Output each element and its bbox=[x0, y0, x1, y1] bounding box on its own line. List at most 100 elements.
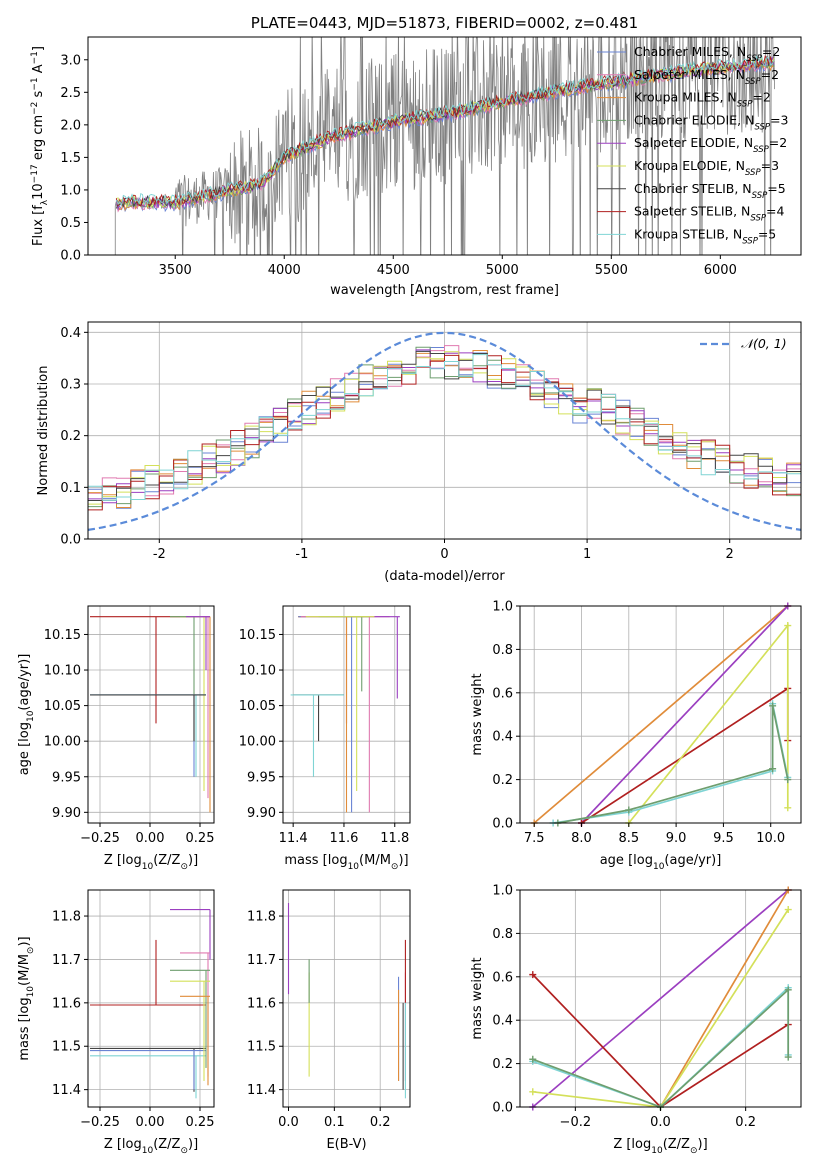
gridlines bbox=[88, 890, 214, 1107]
model-spectrum-kroupa_stelib bbox=[115, 54, 775, 207]
label-part: SSP bbox=[754, 122, 770, 132]
label-part: SSP bbox=[737, 100, 753, 110]
label-part: Chabrier STELIB, N bbox=[634, 181, 752, 196]
x-tick-label: 3500 bbox=[159, 263, 192, 278]
x-tick-label: 11.6 bbox=[329, 831, 358, 846]
weight-marker bbox=[769, 765, 777, 773]
label-part: Kroupa ELODIE, N bbox=[634, 158, 745, 173]
label-part: )] bbox=[698, 1137, 708, 1152]
y-tick-label: 0.8 bbox=[492, 927, 513, 942]
plot-frame bbox=[519, 889, 802, 1108]
xlabel-label: mass [log10(M/M⊙)] bbox=[284, 853, 408, 872]
x-axis-label: (data-model)/error bbox=[384, 569, 505, 584]
x-tick-label: 4000 bbox=[268, 263, 301, 278]
label-part: Salpeter MILES, N bbox=[634, 67, 745, 82]
y-tick-label: 2.0 bbox=[60, 118, 81, 133]
label-part: SSP bbox=[742, 236, 758, 246]
plot-area bbox=[88, 331, 801, 531]
y-tick-label: 0.0 bbox=[492, 1101, 513, 1116]
panel-spectrum: 3500 4000 4500 5000 5500 6000 0.0 0.5 1.0 1.5 2.0 2… bbox=[30, 14, 802, 298]
y-tick-label: 11.5 bbox=[247, 1040, 276, 1055]
x-tick-label: 7.5 bbox=[524, 831, 545, 846]
label-part: SSP bbox=[745, 168, 761, 178]
residual-histogram-salpeter_stelib bbox=[88, 354, 801, 511]
label-part: (Z/Z bbox=[153, 1137, 180, 1152]
weight-marker bbox=[784, 804, 792, 812]
y-tick-label: 11.6 bbox=[52, 996, 81, 1011]
y-tick-label: 9.95 bbox=[247, 770, 276, 785]
x-tick-label: 11.8 bbox=[380, 831, 409, 846]
panel-weight_vs_age: 7.5 8.0 8.5 9.0 9.5 10.0 0.0 0.2 0.4 0.6 0.8 1.0 age… bbox=[470, 600, 802, 872]
label-part: Chabrier ELODIE, N bbox=[634, 112, 754, 127]
xlabel-label: age [log10(age/yr)] bbox=[600, 853, 722, 872]
weight-marker bbox=[769, 702, 777, 710]
y-tick-label: 11.4 bbox=[52, 1083, 81, 1098]
label-part: s bbox=[31, 90, 46, 101]
weight-marker bbox=[784, 986, 792, 994]
panel-weight_vs_Z: −0.2 0.0 0.2 0.0 0.2 0.4 0.6 0.8 1.0 Z [log10(Z/Z… bbox=[470, 884, 802, 1156]
label-part: =2 bbox=[761, 67, 779, 82]
label-part: (M/M bbox=[17, 954, 32, 986]
x-tick-label: 5000 bbox=[486, 263, 519, 278]
x-tick-label: 0.1 bbox=[324, 1115, 345, 1130]
label-part: ⊙ bbox=[690, 1146, 698, 1156]
label-part: 10 bbox=[142, 1146, 154, 1156]
label-part: (Z/Z bbox=[153, 853, 180, 868]
residual-histogram-kroupa_stelib bbox=[88, 354, 801, 514]
x-tick-label: 9.5 bbox=[713, 831, 734, 846]
y-tick-label: 0.2 bbox=[60, 429, 81, 444]
plot-frame bbox=[519, 605, 802, 824]
plot-frame bbox=[87, 889, 215, 1108]
y-tick-label: 10.15 bbox=[44, 628, 81, 643]
y-tick-label: 0.4 bbox=[492, 1014, 513, 1029]
label-part: =2 bbox=[762, 44, 780, 59]
x-axis-label: wavelength [Angstrom, rest frame] bbox=[330, 283, 559, 298]
x-tick-label: 0.2 bbox=[370, 1115, 391, 1130]
y-tick-label: 0.1 bbox=[60, 481, 81, 496]
x-tick-label: 0.25 bbox=[186, 831, 215, 846]
label-part: SSP bbox=[752, 191, 768, 201]
label-part: )] bbox=[188, 1137, 198, 1152]
label-part: 10 bbox=[142, 862, 154, 872]
plot-frame bbox=[87, 321, 802, 540]
label-part: SSP bbox=[745, 77, 761, 87]
x-tick-label: 8.5 bbox=[618, 831, 639, 846]
y-tick-label: 11.6 bbox=[247, 996, 276, 1011]
y-tick-label: 10.00 bbox=[239, 735, 276, 750]
y-tick-label: 10.10 bbox=[239, 664, 276, 679]
legend-entry: Chabrier STELIB, NSSP=5 bbox=[634, 181, 786, 201]
label-part: −1 bbox=[30, 77, 40, 90]
label-part: Kroupa MILES, N bbox=[634, 90, 737, 105]
plot-area bbox=[90, 616, 211, 813]
label-part: 10 bbox=[26, 986, 36, 998]
weight-line-salpeter_elodie bbox=[532, 889, 789, 1108]
panel-mass_vs_ebv: 0.0 0.1 0.2 11.4 11.5 11.6 11.7 11.8 E(B-V) bbox=[247, 889, 411, 1152]
x-tick-label: 5500 bbox=[595, 263, 628, 278]
x-tick-label: 10.0 bbox=[756, 831, 785, 846]
y-tick-label: 10.15 bbox=[239, 628, 276, 643]
x-tick-label: 0.2 bbox=[735, 1115, 756, 1130]
plot-area bbox=[114, 37, 775, 255]
plot-frame bbox=[87, 36, 802, 256]
y-tick-label: 11.5 bbox=[52, 1040, 81, 1055]
label-part: Z [log bbox=[613, 1137, 651, 1152]
axes: 0.0 0.1 0.2 11.4 11.5 11.6 11.7 11.8 bbox=[247, 889, 411, 1130]
label-part: (age/yr)] bbox=[17, 654, 32, 711]
label-part: SSP bbox=[750, 214, 766, 224]
label-part: Chabrier MILES, N bbox=[634, 44, 746, 59]
plot-area bbox=[287, 903, 406, 1099]
axes: 7.5 8.0 8.5 9.0 9.5 10.0 0.0 0.2 0.4 0.6 0.8 1.0 bbox=[492, 600, 802, 846]
y-tick-label: 0.6 bbox=[492, 686, 513, 701]
y-axis-label: mass weight bbox=[470, 957, 485, 1039]
weight-marker bbox=[784, 622, 792, 630]
x-tick-label: −0.25 bbox=[80, 831, 120, 846]
x-tick-label: 1 bbox=[583, 547, 591, 562]
weight-marker bbox=[784, 1053, 792, 1061]
y-tick-label: 0.0 bbox=[60, 249, 81, 264]
label-part: 10 bbox=[651, 1146, 663, 1156]
y-tick-label: 0.2 bbox=[492, 1057, 513, 1072]
label-part: Flux [f bbox=[31, 205, 46, 246]
x-tick-label: -2 bbox=[153, 547, 166, 562]
